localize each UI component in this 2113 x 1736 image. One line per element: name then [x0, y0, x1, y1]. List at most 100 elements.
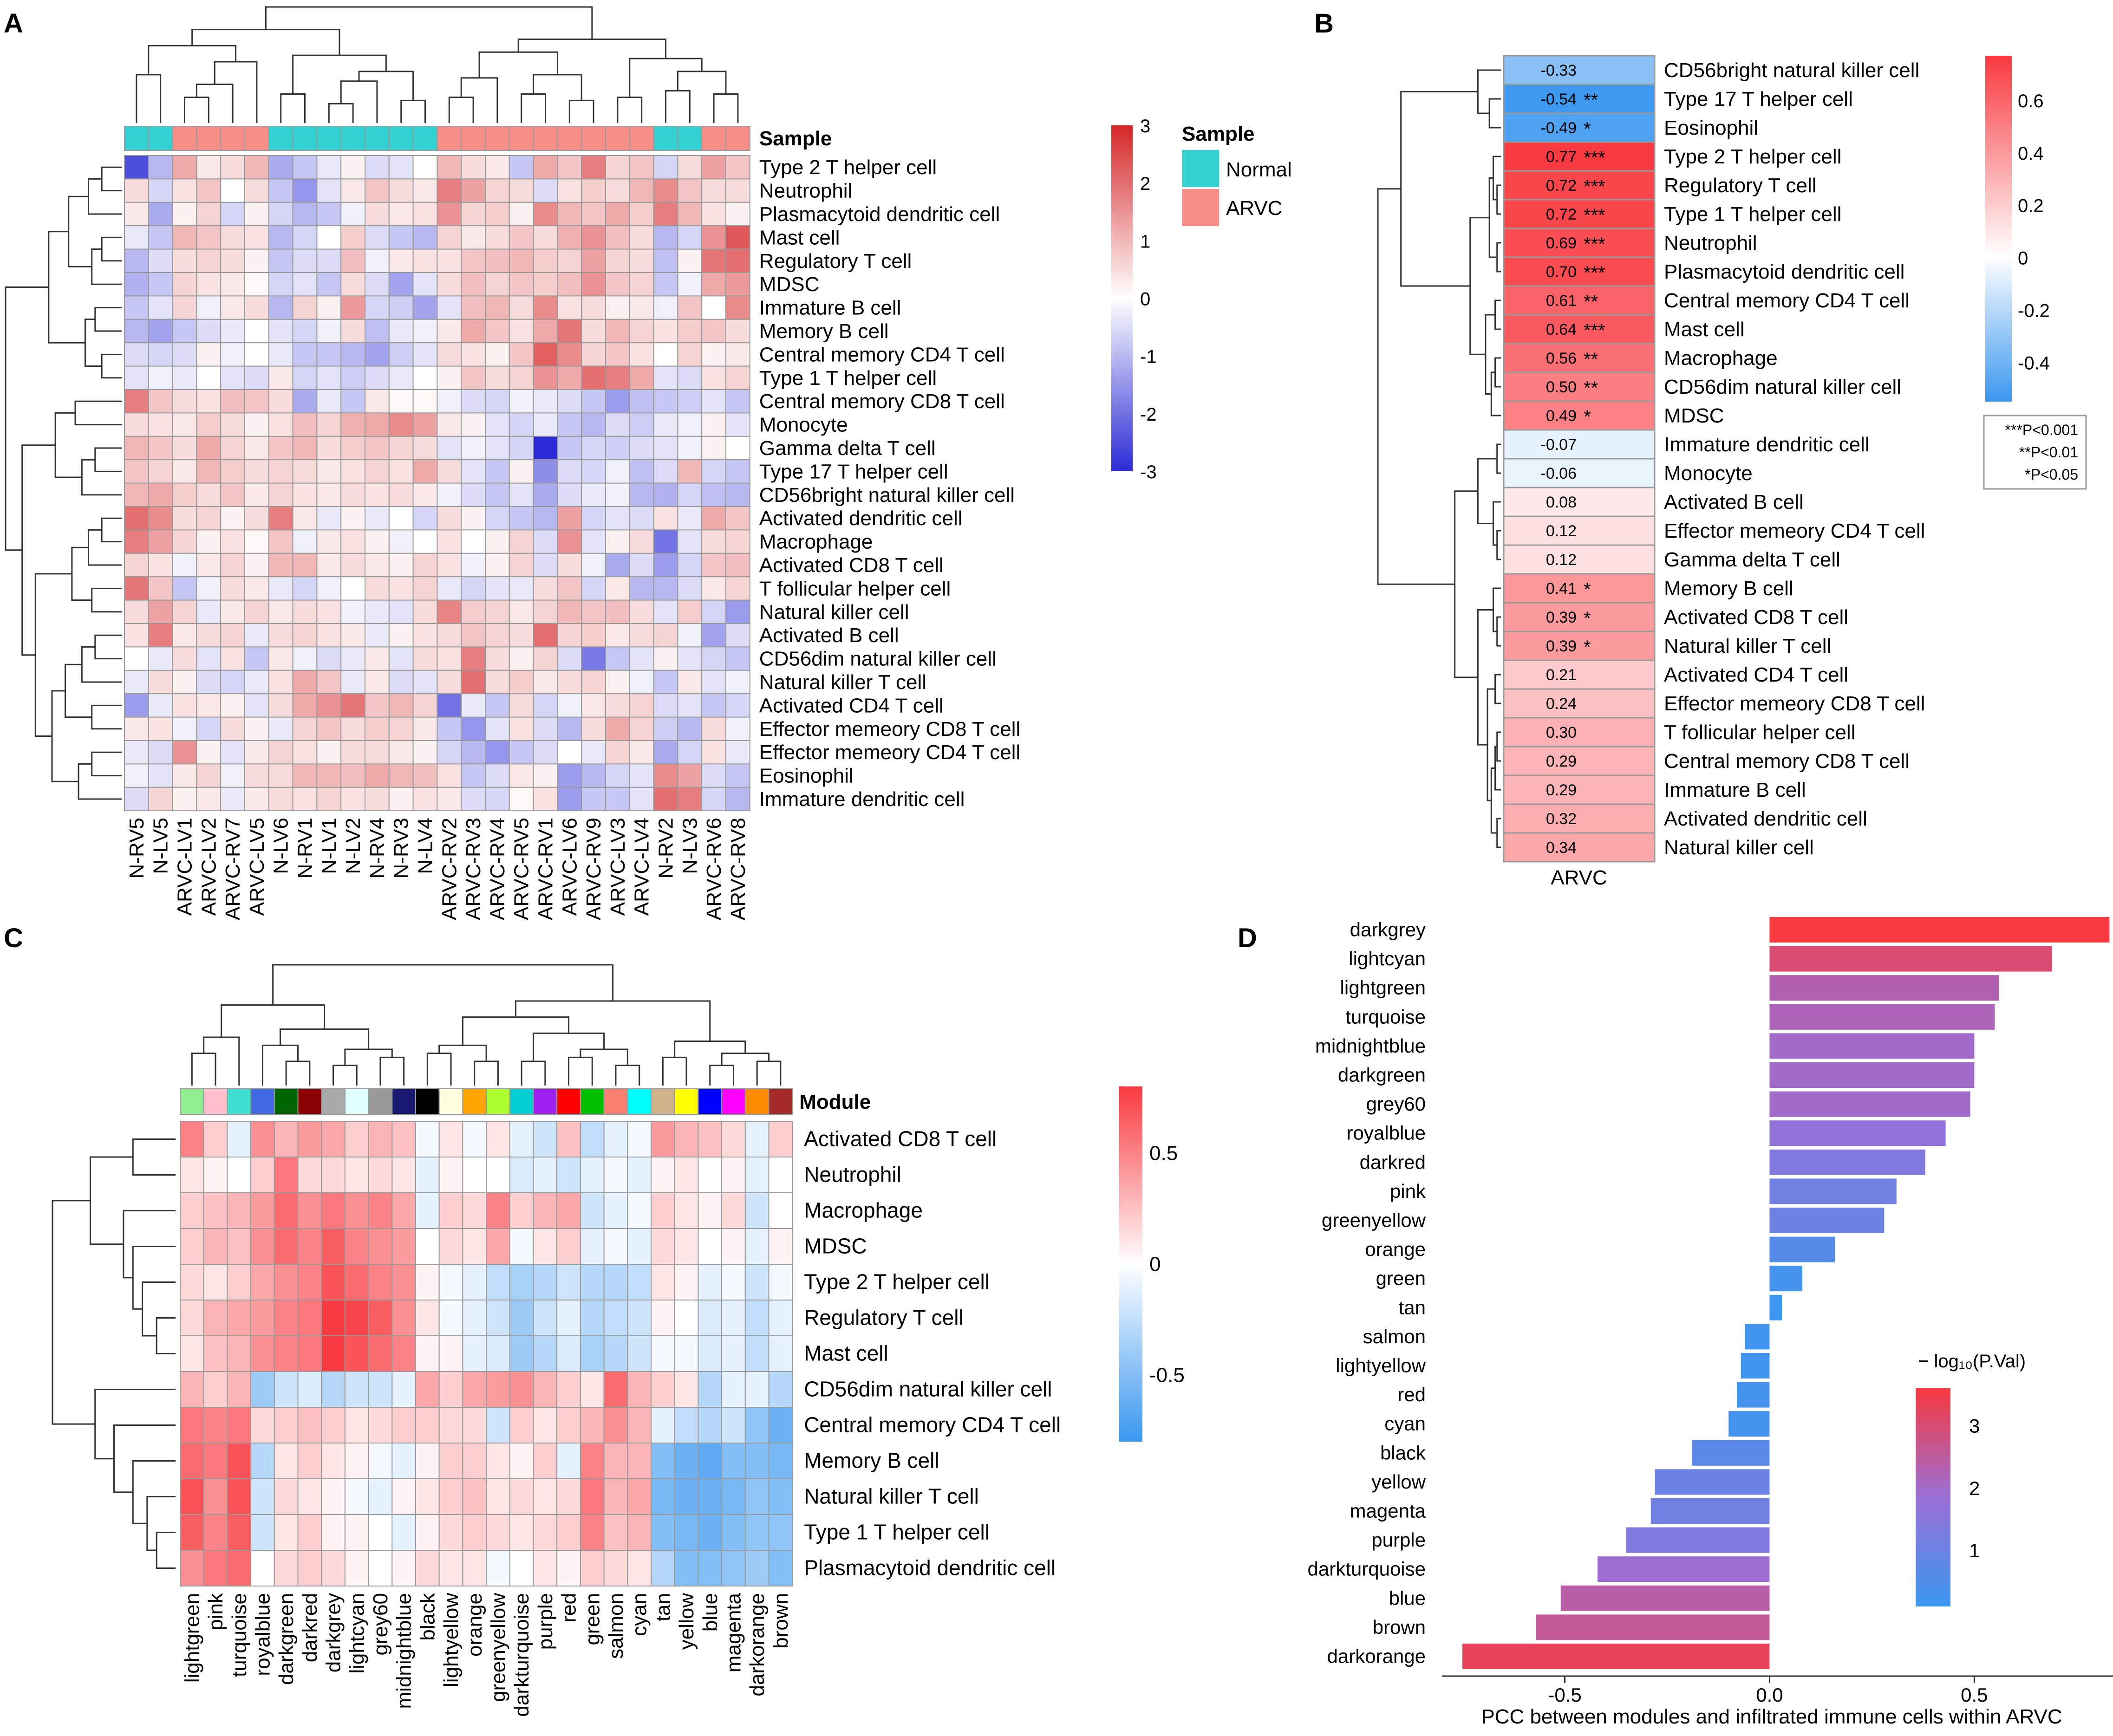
heatmap-cell	[557, 599, 582, 624]
heatmap-cell	[485, 365, 510, 390]
heatmap-cell	[603, 1228, 628, 1265]
heatmap-cell	[533, 365, 558, 390]
heatmap-cell	[340, 787, 366, 812]
heatmap-cell	[674, 1121, 699, 1157]
heatmap-cell	[556, 1407, 581, 1443]
heatmap-cell	[220, 646, 246, 671]
cell-value-label: -0.07	[1541, 436, 1577, 454]
heatmap-cell	[196, 225, 222, 250]
heatmap-cell	[605, 553, 630, 578]
heatmap-cell	[653, 670, 678, 695]
heatmap-cell	[721, 1371, 746, 1408]
heatmap-cell	[725, 576, 750, 601]
panel-c-row-label: Type 2 T helper cell	[804, 1270, 990, 1294]
panel-b-row-label: Monocyte	[1664, 462, 1753, 485]
cell-value-label: 0.32	[1546, 810, 1577, 828]
heatmap-cell	[768, 1335, 793, 1372]
panel-d-category-label: darkorange	[1327, 1645, 1426, 1667]
heatmap-cell	[180, 1264, 204, 1300]
heatmap-cell	[316, 763, 342, 788]
heatmap-cell	[292, 763, 318, 788]
heatmap-cell	[148, 178, 173, 203]
heatmap-cell	[486, 1121, 510, 1157]
heatmap-cell	[340, 716, 366, 741]
heatmap-cell	[768, 1550, 793, 1586]
panel-c-col-link	[521, 1060, 546, 1086]
heatmap-cell	[486, 1264, 510, 1300]
cell-value-label: -0.33	[1541, 62, 1577, 79]
heatmap-cell	[651, 1550, 675, 1586]
heatmap-cell	[124, 155, 149, 180]
heatmap-cell	[365, 740, 390, 765]
heatmap-cell	[581, 272, 606, 297]
module-annotation-cell	[203, 1088, 228, 1115]
heatmap-cell	[533, 319, 558, 344]
heatmap-cell	[462, 1407, 487, 1443]
heatmap-cell	[391, 1264, 416, 1300]
panel-b-row-link	[1490, 371, 1501, 416]
heatmap-cell	[220, 482, 246, 507]
heatmap-cell	[365, 623, 390, 648]
bar	[1769, 1004, 1995, 1030]
heatmap-cell	[292, 412, 318, 437]
panel-a-row-label: Central memory CD8 T cell	[759, 390, 1005, 413]
heatmap-cell	[321, 1478, 346, 1515]
heatmap-cell	[292, 248, 318, 273]
heatmap-cell	[533, 482, 558, 507]
heatmap-cell	[581, 155, 606, 180]
heatmap-cell	[744, 1478, 770, 1515]
heatmap-cell	[391, 1407, 416, 1443]
heatmap-cell	[533, 693, 558, 718]
heatmap-cell	[316, 787, 342, 812]
heatmap-cell	[274, 1443, 299, 1479]
heatmap-cell	[701, 623, 726, 648]
heatmap-cell	[124, 670, 149, 695]
bar	[1741, 1353, 1770, 1378]
heatmap-cell	[203, 1371, 228, 1408]
heatmap-cell	[701, 225, 726, 250]
legend-normal-label: Normal	[1226, 158, 1292, 181]
heatmap-cell	[415, 1121, 440, 1157]
heatmap-cell	[203, 1300, 228, 1336]
heatmap-cell	[698, 1371, 723, 1408]
heatmap-cell	[316, 272, 342, 297]
heatmap-cell	[485, 623, 510, 648]
panel-label-b: B	[1314, 8, 1334, 39]
panel-a-column-label: N-RV2	[655, 818, 678, 878]
heatmap-cell	[509, 365, 534, 390]
heatmap-cell	[388, 178, 414, 203]
cell-significance-stars: *	[1584, 119, 1591, 139]
panel-c-column-label: darkred	[299, 1593, 321, 1662]
heatmap-cell	[1503, 170, 1656, 201]
heatmap-cell	[725, 459, 750, 484]
heatmap-cell	[721, 1157, 746, 1193]
panel-b-row-label: Activated B cell	[1664, 491, 1804, 514]
heatmap-cell	[605, 693, 630, 718]
heatmap-cell	[581, 319, 606, 344]
heatmap-cell	[605, 155, 630, 180]
panel-d-category-label: red	[1397, 1384, 1426, 1405]
heatmap-cell	[365, 272, 390, 297]
heatmap-cell	[580, 1228, 605, 1265]
heatmap-cell	[438, 1300, 463, 1336]
heatmap-cell	[344, 1443, 369, 1479]
heatmap-cell	[486, 1407, 510, 1443]
panel-a-row-label: Central memory CD4 T cell	[759, 343, 1005, 366]
heatmap-cell	[412, 506, 438, 531]
heatmap-cell	[316, 412, 342, 437]
heatmap-cell	[220, 272, 246, 297]
heatmap-cell	[486, 1514, 510, 1551]
heatmap-cell	[172, 248, 197, 273]
heatmap-cell	[220, 178, 246, 203]
module-annotation-cell	[603, 1088, 628, 1115]
heatmap-cell	[344, 1228, 369, 1265]
panel-c-column-label: yellow	[675, 1593, 698, 1650]
heatmap-cell	[412, 459, 438, 484]
cell-value-label: -0.49	[1541, 119, 1577, 137]
heatmap-cell	[180, 1300, 204, 1336]
module-annotation-cell	[744, 1088, 770, 1115]
panel-a-row-label: Type 2 T helper cell	[759, 156, 937, 179]
heatmap-cell	[124, 623, 149, 648]
heatmap-cell	[701, 740, 726, 765]
panel-b-row-label: Activated CD8 T cell	[1664, 606, 1848, 629]
